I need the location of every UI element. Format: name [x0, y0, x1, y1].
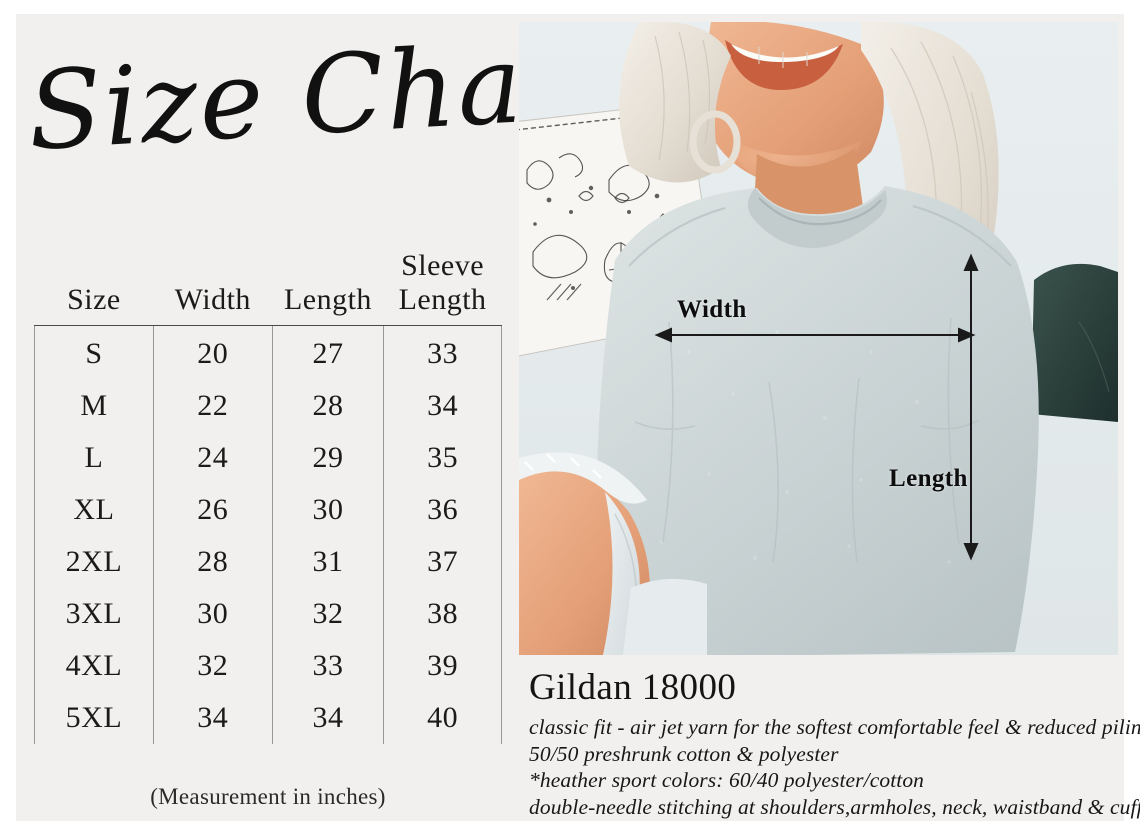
column-header-sleeve-line1: Sleeve: [401, 249, 485, 282]
product-photo-illustration: [519, 22, 1118, 655]
cell-width: 32: [152, 640, 273, 692]
length-arrow: [963, 253, 979, 561]
product-description-list: classic fit - air jet yarn for the softe…: [529, 714, 1140, 820]
length-annotation-label: Length: [889, 465, 968, 492]
product-description-line: 50/50 preshrunk cotton & polyester: [529, 741, 839, 766]
table-row: 3XL 30 32 38: [34, 588, 502, 640]
right-pane: Width Length Gildan 18000 classic fit - …: [519, 14, 1140, 821]
hair-left: [619, 22, 731, 183]
product-photo: Width Length: [519, 22, 1118, 655]
product-description-line: classic fit - air jet yarn for the softe…: [529, 715, 1140, 739]
sweatshirt: [596, 186, 1039, 655]
table-row: 5XL 34 34 40: [34, 692, 502, 744]
page-title: Size Chart: [24, 16, 627, 175]
column-header-size: Size: [34, 249, 154, 326]
product-description-line: double-needle stitching at shoulders,arm…: [529, 794, 1140, 819]
cell-length: 32: [271, 588, 384, 640]
cell-length: 31: [271, 536, 384, 588]
cell-width: 30: [152, 588, 273, 640]
cell-width: 22: [152, 380, 273, 432]
cell-width: 28: [152, 536, 273, 588]
cell-width: 34: [152, 692, 273, 744]
chair: [1031, 263, 1118, 422]
product-title: Gildan 18000: [529, 667, 737, 708]
cell-size: XL: [34, 484, 154, 536]
cell-sleeve: 36: [383, 484, 502, 536]
cell-width: 26: [152, 484, 273, 536]
cell-sleeve: 35: [383, 432, 502, 484]
column-header-width-line1: Width: [174, 283, 251, 316]
cell-length: 33: [271, 640, 384, 692]
table-row: XL 26 30 36: [34, 484, 502, 536]
cell-length: 34: [271, 692, 384, 744]
cell-size: M: [34, 380, 154, 432]
column-header-size-line1: Size: [67, 283, 121, 316]
cell-sleeve: 34: [383, 380, 502, 432]
cell-length: 28: [271, 380, 384, 432]
cell-sleeve: 33: [383, 325, 502, 380]
cell-sleeve: 39: [383, 640, 502, 692]
cell-size: 5XL: [34, 692, 154, 744]
cell-length: 30: [271, 484, 384, 536]
cell-size: S: [34, 325, 154, 380]
cell-length: 29: [271, 432, 384, 484]
product-description-line: *heather sport colors: 60/40 polyester/c…: [529, 768, 925, 792]
size-table-container: Size Width Length Sleeve Length: [34, 249, 502, 744]
cell-sleeve: 38: [383, 588, 502, 640]
table-row: L 24 29 35: [34, 432, 502, 484]
cell-sleeve: 40: [383, 692, 502, 744]
column-header-length-line1: Length: [283, 283, 372, 316]
size-table: Size Width Length Sleeve Length: [34, 249, 502, 744]
cell-sleeve: 37: [383, 536, 502, 588]
measurement-note: (Measurement in inches): [150, 784, 386, 809]
cell-size: L: [34, 432, 154, 484]
cell-length: 27: [271, 325, 384, 380]
table-row: S 20 27 33: [34, 325, 502, 380]
cell-size: 3XL: [34, 588, 154, 640]
column-header-sleeve-line2: Length: [398, 283, 487, 316]
left-pane: Size Chart Size Width: [16, 14, 627, 821]
table-header: Size Width Length Sleeve Length: [34, 249, 502, 326]
cell-width: 24: [152, 432, 273, 484]
width-arrow: [654, 327, 976, 343]
cell-size: 2XL: [34, 536, 154, 588]
table-row: 2XL 28 31 37: [34, 536, 502, 588]
cell-size: 4XL: [34, 640, 154, 692]
table-body: S 20 27 33 M 22 28 34 L: [34, 325, 502, 744]
product-info: Gildan 18000 classic fit - air jet yarn …: [529, 666, 1140, 820]
column-header-length: Length: [272, 249, 384, 326]
table-row: M 22 28 34: [34, 380, 502, 432]
size-chart-card: Size Chart Size Width: [16, 14, 1140, 821]
table-row: 4XL 32 33 39: [34, 640, 502, 692]
column-header-width: Width: [153, 249, 273, 326]
width-annotation-label: Width: [677, 296, 747, 323]
column-header-sleeve-length: Sleeve Length: [383, 249, 502, 326]
cell-width: 20: [152, 325, 273, 380]
